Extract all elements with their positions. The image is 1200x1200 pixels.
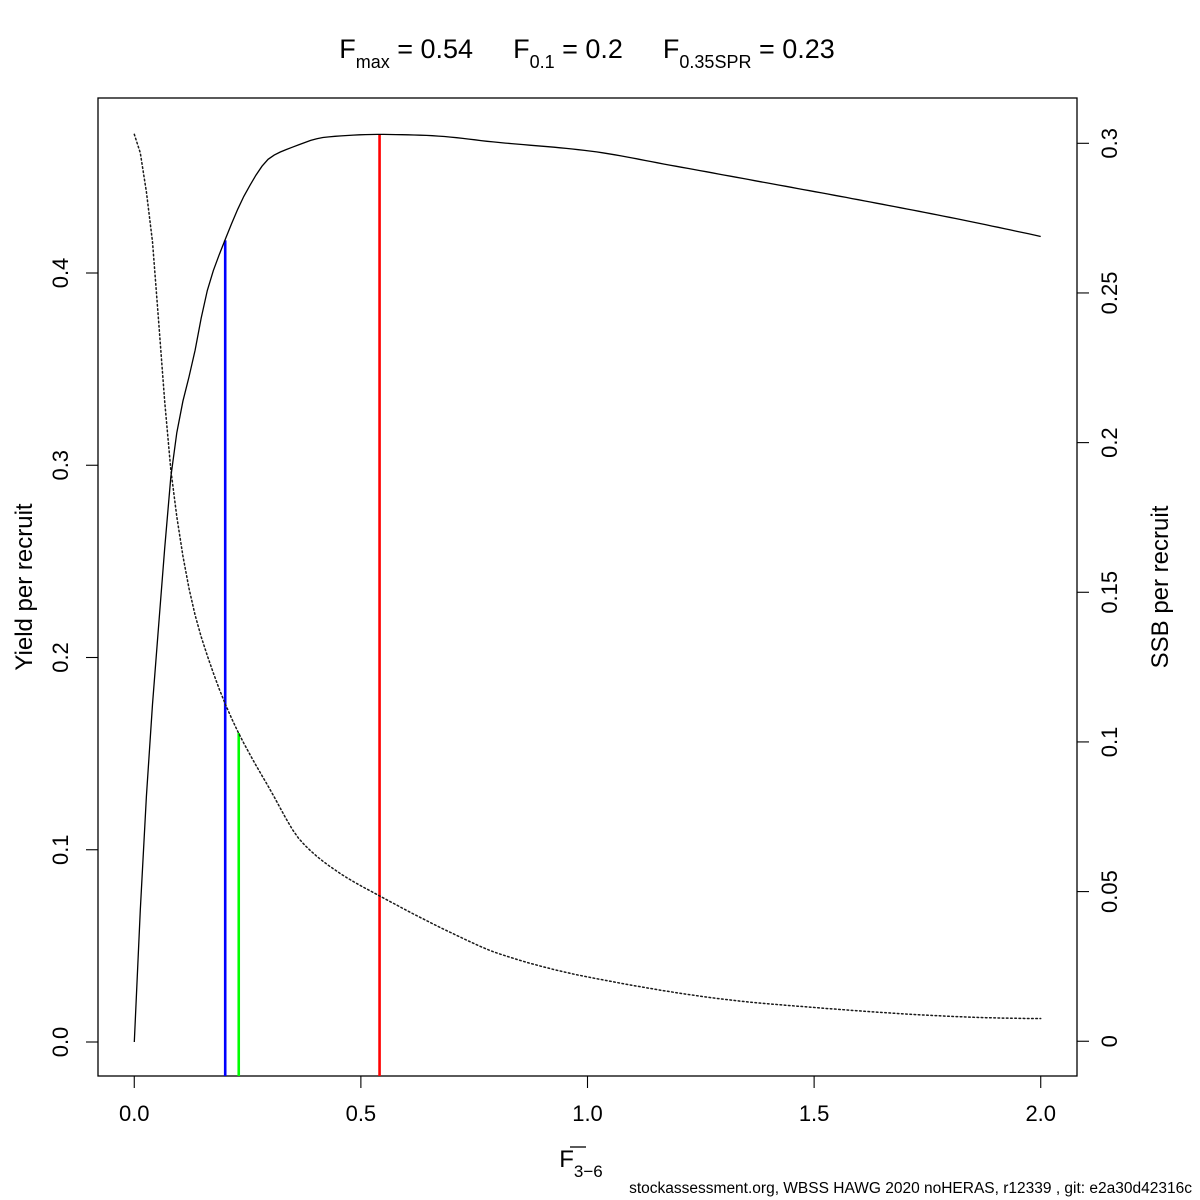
svg-text:0.0: 0.0 [119, 1101, 150, 1126]
svg-text:SSB per recruit: SSB per recruit [1147, 505, 1174, 668]
svg-text:0.15: 0.15 [1097, 571, 1122, 614]
svg-text:0: 0 [1097, 1035, 1122, 1047]
svg-text:Yield per recruit: Yield per recruit [11, 503, 38, 671]
svg-text:1.0: 1.0 [572, 1101, 603, 1126]
svg-text:0.5: 0.5 [346, 1101, 377, 1126]
svg-text:2.0: 2.0 [1025, 1101, 1056, 1126]
svg-text:F3−6: F3−6 [559, 1146, 603, 1181]
svg-text:0.3: 0.3 [48, 450, 73, 481]
svg-text:0.3: 0.3 [1097, 128, 1122, 159]
svg-text:0.0: 0.0 [48, 1027, 73, 1058]
svg-text:0.1: 0.1 [48, 834, 73, 865]
svg-text:1.5: 1.5 [799, 1101, 830, 1126]
svg-text:0.2: 0.2 [48, 642, 73, 673]
svg-text:0.4: 0.4 [48, 258, 73, 289]
svg-text:0.25: 0.25 [1097, 272, 1122, 315]
svg-text:0.1: 0.1 [1097, 727, 1122, 758]
svg-text:stockassessment.org, WBSS HAWG: stockassessment.org, WBSS HAWG 2020 noHE… [629, 1180, 1192, 1197]
svg-text:0.2: 0.2 [1097, 427, 1122, 458]
svg-text:0.05: 0.05 [1097, 870, 1122, 913]
